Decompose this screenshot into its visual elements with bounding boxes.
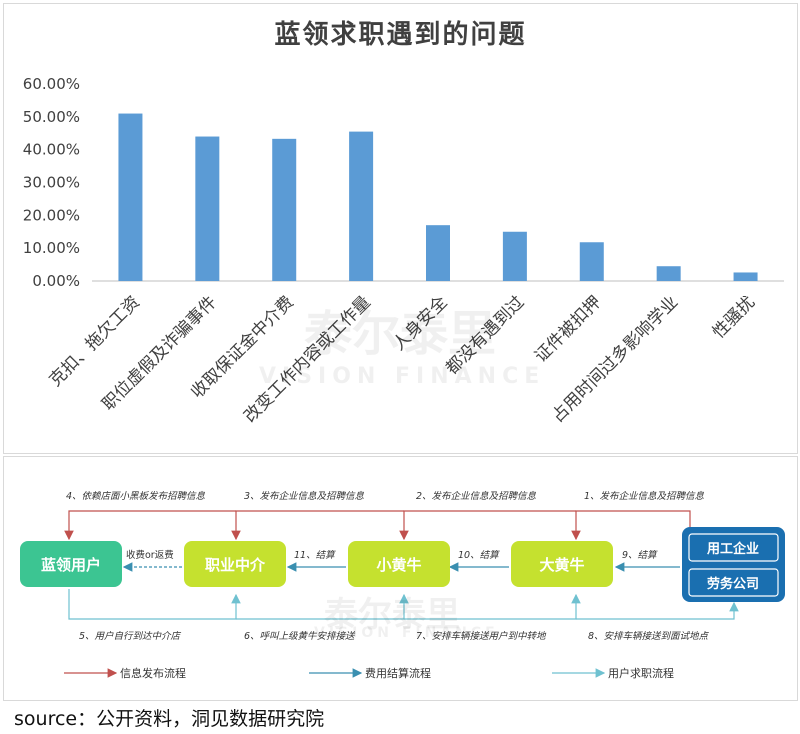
route-4 — [64, 510, 236, 541]
y-tick-label: 60.00% — [23, 75, 80, 93]
node-user: 蓝领用户 — [20, 541, 122, 587]
y-tick-label: 30.00% — [23, 174, 80, 192]
y-tick-label: 40.00% — [23, 141, 80, 159]
mid-label-9: 9、结算 — [622, 549, 658, 561]
node-employer-label: 用工企业 — [706, 541, 759, 557]
flow-panel: 泰尔泰里 VISION FINANCE 4、依赖店面小黑板发布招聘信息 3、发布… — [3, 456, 798, 701]
legend: 信息发布流程 费用结算流程 用户求职流程 — [64, 666, 674, 680]
bar — [579, 242, 604, 281]
bar — [272, 138, 297, 281]
bottom-label-7: 7、安排车辆接送用户到中转地 — [416, 630, 547, 642]
route-1 — [571, 510, 691, 541]
y-tick-label: 10.00% — [23, 239, 80, 257]
route-3 — [231, 510, 404, 541]
legend-fee-label: 费用结算流程 — [365, 666, 431, 680]
user-route-6 — [236, 593, 409, 620]
node-small: 小黄牛 — [348, 541, 450, 587]
bottom-label-5: 5、用户自行到达中介店 — [79, 630, 182, 642]
node-employer-group: 用工企业 劳务公司 — [682, 527, 785, 602]
x-tick-label: 性骚扰 — [709, 292, 759, 342]
mid-label-11: 11、结算 — [294, 549, 336, 561]
user-route-7 — [404, 593, 581, 620]
bar — [349, 131, 374, 281]
top-label-3: 3、发布企业信息及招聘信息 — [244, 490, 365, 502]
legend-info-label: 信息发布流程 — [120, 666, 186, 680]
job-seek-routes — [68, 589, 739, 620]
node-big: 大黄牛 — [511, 541, 613, 587]
info-release-routes — [64, 510, 691, 541]
bottom-label-6: 6、呼叫上级黄牛安排接送 — [244, 631, 356, 642]
x-tick-label: 人身安全 — [389, 292, 451, 354]
node-user-label: 蓝领用户 — [41, 556, 101, 574]
chart-title: 蓝领求职遇到的问题 — [274, 20, 527, 50]
bottom-label-8: 8、安排车辆接送到面试地点 — [588, 630, 710, 642]
route-2 — [399, 510, 576, 541]
user-route-5 — [68, 589, 241, 620]
node-agency: 职业中介 — [184, 541, 286, 587]
y-tick-label: 20.00% — [23, 206, 80, 224]
bar — [195, 136, 220, 281]
x-tick-label: 都没有遇到过 — [442, 292, 528, 378]
node-small-label: 小黄牛 — [376, 556, 421, 574]
bar — [502, 231, 527, 281]
top-label-4: 4、依赖店面小黑板发布招聘信息 — [66, 490, 206, 502]
x-tick-label: 占用时间过多影响学业 — [548, 292, 682, 426]
source-note: source：公开资料，洞见数据研究院 — [14, 708, 325, 730]
bar — [733, 272, 758, 281]
y-tick-label: 50.00% — [23, 108, 80, 126]
top-label-2: 2、发布企业信息及招聘信息 — [416, 490, 537, 502]
mid-label-10: 10、结算 — [458, 549, 500, 561]
bar-chart: 0.00% 10.00% 20.00% 30.00% 40.00% 50.00% 60.00… — [23, 75, 784, 427]
y-tick-label: 0.00% — [32, 272, 80, 290]
bar — [426, 225, 450, 281]
user-route-8 — [576, 601, 739, 620]
bar — [656, 266, 681, 281]
legend-user-label: 用户求职流程 — [608, 666, 674, 680]
top-label-1: 1、发布企业信息及招聘信息 — [584, 490, 705, 502]
x-tick-label: 证件被扣押 — [531, 292, 605, 366]
mid-label-fee: 收费or返费 — [126, 549, 174, 561]
chart-panel: 蓝领求职遇到的问题 泰尔泰里 VISION FINANCE 0.00% 10.00… — [3, 3, 798, 454]
bar — [118, 113, 143, 281]
node-agency-label: 职业中介 — [205, 556, 266, 574]
x-tick-label: 改变工作内容或工作量 — [240, 292, 374, 426]
node-labor-label: 劳务公司 — [707, 576, 759, 592]
flow-diagram: 4、依赖店面小黑板发布招聘信息 3、发布企业信息及招聘信息 2、发布企业信息及招… — [20, 490, 785, 680]
node-big-label: 大黄牛 — [539, 556, 584, 574]
